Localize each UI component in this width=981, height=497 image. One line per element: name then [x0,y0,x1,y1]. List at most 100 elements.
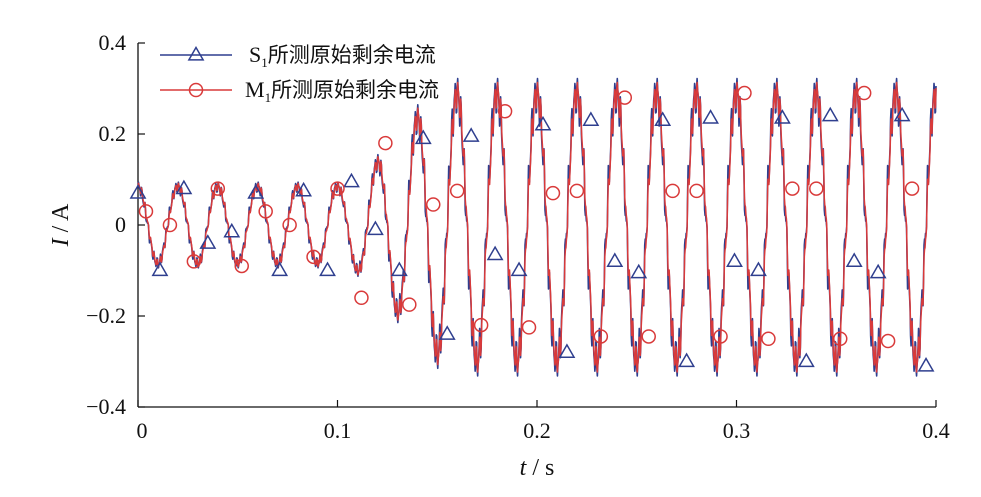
legend-marker-2 [188,82,204,98]
data-point-series-1 [151,261,169,277]
data-point-series-2 [354,290,369,306]
data-point-series-1 [247,184,265,199]
data-point-series-1 [199,234,217,249]
data-point-series-1 [821,106,839,122]
data-point-series-1 [223,222,241,238]
data-point-series-2 [641,329,656,344]
data-point-series-2 [904,181,920,196]
x-axis-label-var: t [520,455,528,481]
data-point-series-1 [654,111,672,126]
data-point-series-2 [785,181,800,196]
legend-label-1: S1所测原始剩余电流 [249,42,436,70]
data-point-series-2 [210,181,226,196]
x-axis-label-unit: / s [526,455,554,481]
data-point-series-1 [319,261,336,277]
data-point-series-1 [438,325,456,340]
series-lines [137,77,937,377]
data-point-series-2 [832,331,848,346]
data-point-series-1 [534,115,552,131]
y-axis-label-var: I [48,237,74,247]
data-point-series-2 [258,204,273,219]
x-tick-label: 0.4 [922,418,950,443]
data-point-series-1 [271,261,289,277]
y-tick-label: −0.4 [86,394,126,419]
data-point-series-2 [593,329,609,344]
y-axis-label: I / A [48,203,74,247]
data-point-series-1 [845,252,863,268]
data-point-series-2 [569,183,585,199]
series-line-1 [137,77,937,377]
data-point-series-1 [606,252,624,268]
data-point-series-2 [761,331,776,346]
x-tick-label: 0 [137,418,148,443]
data-point-series-2 [497,104,513,119]
legend-label-main: S [249,42,261,67]
legend-label-rest: 所测原始剩余电流 [268,43,436,67]
legend-label-rest: 所测原始剩余电流 [271,78,439,102]
axes: −0.4 −0.2 0 0.2 0.4 0 0.1 0.2 0.3 0.4 [86,30,950,443]
data-point-series-2 [449,183,465,199]
data-point-series-1 [726,252,743,268]
data-point-series-1 [797,352,815,368]
data-point-series-2 [162,217,178,233]
y-axis-label-unit: / A [48,203,74,238]
data-point-series-1 [582,111,600,126]
x-tick-label: 0.3 [723,418,751,443]
series-line-2 [137,81,937,373]
data-point-series-2 [306,249,321,265]
x-tick-label: 0.2 [523,418,551,443]
data-point-series-1 [558,343,576,359]
legend-label-sub: 1 [261,55,268,70]
data-point-series-2 [617,90,633,105]
data-point-series-2 [880,333,896,349]
data-point-series-2 [737,85,752,101]
data-point-series-2 [186,254,202,269]
data-point-series-1 [630,263,648,279]
data-point-series-2 [809,181,824,196]
data-point-series-2 [330,181,345,196]
data-point-series-1 [678,352,696,368]
markers [129,85,935,372]
legend-label-main: M [245,77,265,102]
legend-label-sub: 1 [265,90,272,105]
data-point-series-2 [856,85,872,101]
data-point-series-1 [917,357,935,372]
data-point-series-1 [869,263,887,279]
x-tick-label: 0.1 [324,418,352,443]
data-point-series-1 [510,261,528,277]
data-point-series-2 [521,320,537,335]
y-tick-label: 0.2 [99,121,127,146]
data-point-series-1 [129,184,147,199]
data-point-series-2 [138,204,154,219]
data-point-series-1 [750,261,767,277]
data-point-series-1 [702,109,719,124]
y-tick-label: 0 [115,212,126,237]
axis-labels: t / s I / A [48,203,554,481]
data-point-series-2 [402,297,417,312]
data-point-series-1 [175,179,193,195]
data-point-series-2 [473,317,489,333]
data-point-series-2 [665,183,680,199]
data-point-series-2 [378,135,393,151]
data-point-series-1 [390,261,408,277]
data-point-series-1 [343,172,360,188]
data-point-series-2 [689,183,704,199]
data-point-series-2 [282,217,297,233]
data-point-series-1 [462,127,480,142]
data-point-series-2 [713,329,728,344]
data-point-series-2 [426,197,441,212]
y-tick-label: 0.4 [99,30,127,55]
data-point-series-2 [545,185,561,201]
data-point-series-1 [366,220,384,236]
legend-label-2: M1所测原始剩余电流 [245,77,439,105]
y-tick-label: −0.2 [86,303,126,328]
data-point-series-1 [414,129,432,145]
data-point-series-1 [773,109,791,124]
legend-marker-1 [187,45,205,61]
data-point-series-1 [486,245,504,261]
data-point-series-1 [295,181,313,197]
data-point-series-1 [893,106,911,122]
x-axis-label: t / s [520,455,555,481]
